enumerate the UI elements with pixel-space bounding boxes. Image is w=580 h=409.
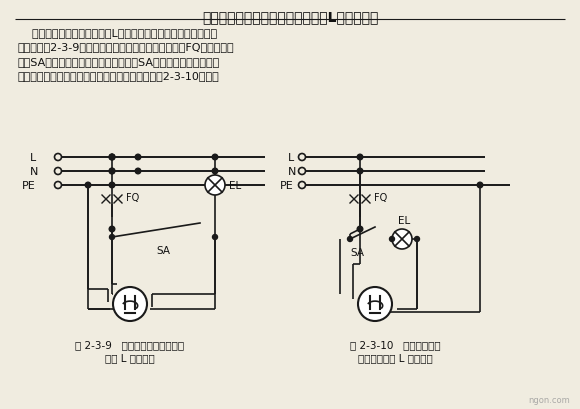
Circle shape: [110, 235, 114, 240]
Circle shape: [113, 287, 147, 321]
Circle shape: [55, 182, 61, 189]
Circle shape: [109, 183, 115, 188]
Circle shape: [85, 183, 91, 188]
Text: 图 2-3-9   单相照明借用插座回路: 图 2-3-9 单相照明借用插座回路: [75, 339, 184, 349]
Circle shape: [390, 237, 394, 242]
Circle shape: [299, 154, 306, 161]
Circle shape: [109, 169, 115, 174]
Text: PE: PE: [280, 180, 293, 191]
Text: EL: EL: [398, 216, 410, 225]
Circle shape: [415, 237, 419, 242]
Circle shape: [109, 227, 115, 232]
Circle shape: [347, 237, 353, 242]
Text: 故障常见于新接照明灯具电路。正确接线方法如图2-3-10所示。: 故障常见于新接照明灯具电路。正确接线方法如图2-3-10所示。: [18, 71, 220, 81]
Circle shape: [135, 169, 141, 174]
Circle shape: [357, 227, 363, 232]
Text: L: L: [288, 153, 294, 163]
Text: SA: SA: [157, 245, 171, 255]
Circle shape: [477, 183, 483, 188]
Circle shape: [358, 287, 392, 321]
Circle shape: [109, 155, 115, 160]
Circle shape: [109, 155, 115, 160]
Text: N: N: [30, 166, 38, 177]
Text: 单相照明借用插座回路火线L错误接线电路可造成漏电断路器误: 单相照明借用插座回路火线L错误接线电路可造成漏电断路器误: [18, 28, 217, 38]
Text: 图 2-3-10   单相照明借用: 图 2-3-10 单相照明借用: [350, 339, 440, 349]
Text: EL: EL: [229, 180, 241, 191]
Text: PE: PE: [22, 180, 36, 191]
Circle shape: [135, 155, 141, 160]
Circle shape: [299, 168, 306, 175]
Text: 二、单相照明借用插座回路火线（L）错误接线: 二、单相照明借用插座回路火线（L）错误接线: [202, 10, 378, 24]
Text: N: N: [288, 166, 296, 177]
Circle shape: [392, 229, 412, 249]
Circle shape: [357, 169, 363, 174]
Text: 开关SA时，插座回路正常工作；当合上SA时漏电断路器跳闸。该: 开关SA时，插座回路正常工作；当合上SA时漏电断路器跳闸。该: [18, 57, 220, 67]
Text: 插座回路火线 L 正确接线: 插座回路火线 L 正确接线: [358, 352, 432, 362]
Text: ngon.com: ngon.com: [528, 395, 570, 404]
Circle shape: [109, 169, 115, 174]
Circle shape: [205, 175, 225, 196]
Circle shape: [55, 154, 61, 161]
Text: FQ: FQ: [374, 193, 387, 202]
Text: FQ: FQ: [126, 193, 139, 202]
Circle shape: [357, 155, 363, 160]
Text: SA: SA: [350, 247, 364, 257]
Text: 火线 L 错误接线: 火线 L 错误接线: [105, 352, 155, 362]
Circle shape: [55, 168, 61, 175]
Text: L: L: [30, 153, 36, 163]
Circle shape: [212, 235, 218, 240]
Circle shape: [212, 155, 218, 160]
Circle shape: [299, 182, 306, 189]
Text: 动作，如图2-3-9所示。故障现象：当合上漏电断路器FQ、不合照明: 动作，如图2-3-9所示。故障现象：当合上漏电断路器FQ、不合照明: [18, 43, 235, 52]
Circle shape: [212, 169, 218, 174]
Circle shape: [109, 155, 115, 160]
